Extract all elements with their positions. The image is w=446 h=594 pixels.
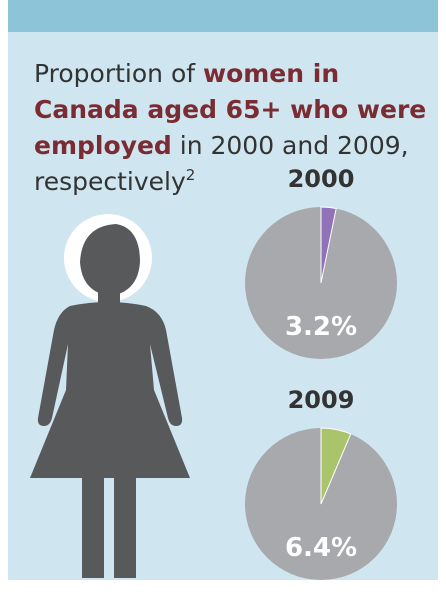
title-part: Proportion of <box>34 59 203 88</box>
title-part: women in <box>203 59 339 88</box>
title-line: respectively2 <box>34 166 195 196</box>
title-line: Proportion of women in <box>34 59 339 88</box>
title-part: employed <box>34 131 172 160</box>
top-band <box>8 0 438 32</box>
left-leg <box>82 478 104 578</box>
pie-label: 3.2% <box>285 312 357 342</box>
pie-slice <box>320 206 337 284</box>
title-part: Canada aged 65+ who were <box>34 95 426 124</box>
pies: 2000 3.2% 2009 6.4% <box>245 165 397 580</box>
pie-slice <box>320 427 352 505</box>
pie-title: 2009 <box>288 386 355 414</box>
title: Proportion of women in Canada aged 65+ wh… <box>34 59 426 196</box>
face <box>80 224 140 296</box>
pie-title: 2000 <box>288 165 355 193</box>
title-line: Canada aged 65+ who were <box>34 95 426 124</box>
pie-label: 6.4% <box>285 533 357 563</box>
title-part: in 2000 and 2009, <box>172 131 409 160</box>
woman-icon <box>30 214 190 578</box>
title-line: employed in 2000 and 2009, <box>34 131 409 160</box>
dress <box>30 302 190 478</box>
footnote-ref: 2 <box>186 166 196 184</box>
right-leg <box>114 478 136 578</box>
title-part: respectively <box>34 167 186 196</box>
